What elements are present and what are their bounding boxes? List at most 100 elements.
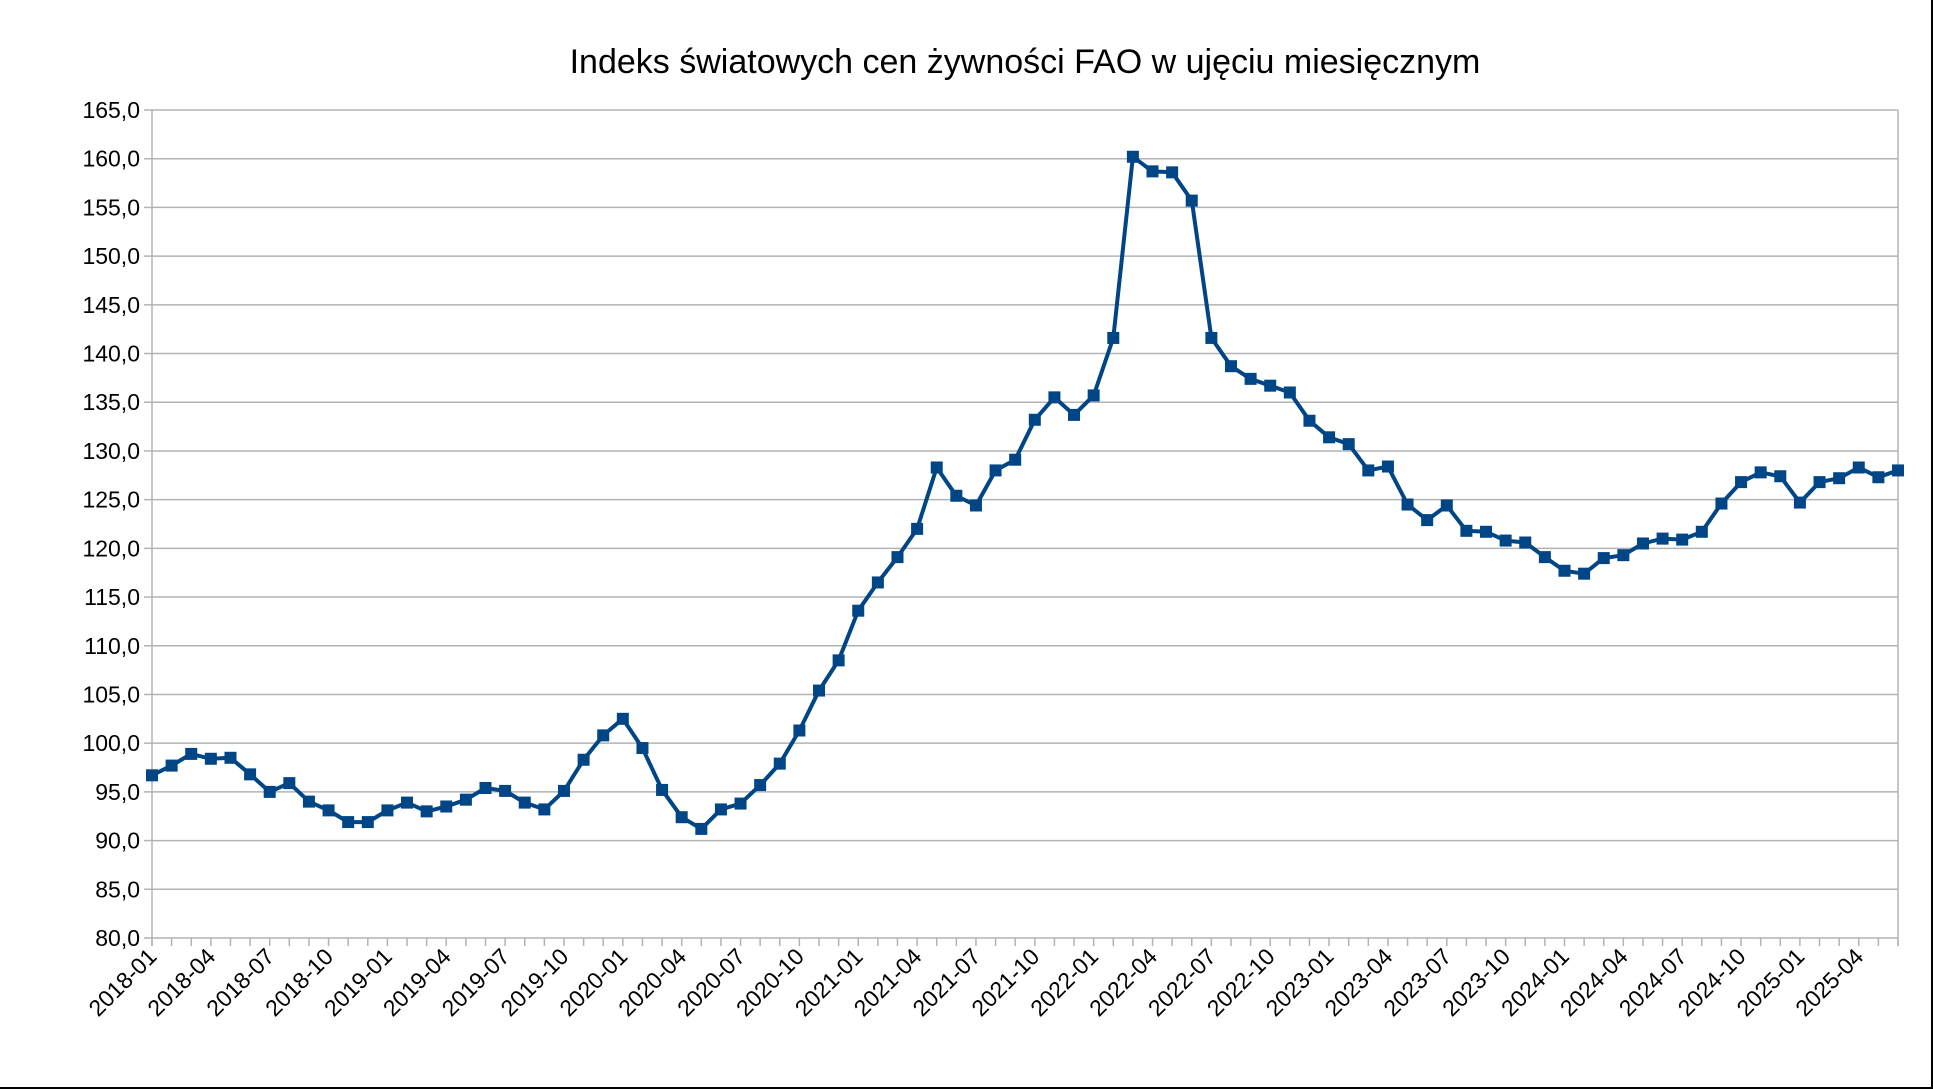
y-tick-label: 120,0: [82, 535, 140, 561]
data-point-marker: [1617, 549, 1630, 562]
data-point-marker: [636, 742, 649, 755]
y-tick-label: 100,0: [82, 730, 140, 756]
data-point-marker: [204, 752, 217, 765]
data-point-marker: [1342, 438, 1355, 451]
data-point-marker: [1362, 464, 1375, 477]
y-tick-label: 125,0: [82, 487, 140, 513]
data-point-marker: [224, 751, 237, 764]
data-point-marker: [1048, 391, 1061, 404]
data-point-marker: [1892, 464, 1904, 477]
y-tick-label: 130,0: [82, 438, 140, 464]
data-point-marker: [1715, 497, 1728, 510]
y-tick-label: 80,0: [95, 925, 140, 951]
data-point-marker: [695, 822, 708, 835]
data-point-marker: [146, 769, 158, 782]
data-point-marker: [381, 804, 394, 817]
data-point-marker: [1597, 552, 1610, 565]
data-point-marker: [1656, 532, 1669, 545]
y-tick-label: 85,0: [95, 876, 140, 902]
data-point-marker: [911, 522, 924, 535]
data-point-marker: [1303, 414, 1316, 427]
data-point-marker: [1205, 331, 1218, 344]
data-point-marker: [185, 747, 198, 760]
data-point-marker: [283, 777, 296, 790]
data-point-marker: [401, 796, 414, 809]
chart-title: Indeks światowych cen żywności FAO w uję…: [570, 43, 1481, 81]
data-point-marker: [1185, 194, 1198, 207]
data-point-marker: [1538, 551, 1551, 564]
y-tick-label: 115,0: [84, 584, 140, 610]
data-point-marker: [616, 712, 629, 725]
data-point-marker: [1009, 453, 1022, 466]
data-point-marker: [1578, 567, 1591, 580]
data-point-marker: [1126, 150, 1139, 163]
data-point-marker: [1872, 471, 1885, 484]
data-point-marker: [773, 757, 786, 770]
data-point-marker: [813, 684, 826, 697]
data-point-marker: [1323, 431, 1336, 444]
data-point-marker: [1676, 533, 1689, 546]
data-point-marker: [950, 489, 963, 502]
data-point-marker: [891, 551, 904, 564]
y-tick-label: 165,0: [82, 97, 140, 123]
gridlines: [152, 109, 1898, 939]
y-tick-label: 110,0: [84, 633, 140, 659]
data-point-marker: [1107, 331, 1120, 344]
data-point-marker: [1519, 536, 1532, 549]
data-point-marker: [1636, 537, 1649, 550]
data-point-marker: [499, 784, 512, 797]
data-point-marker: [1735, 476, 1748, 489]
data-point-marker: [1813, 476, 1826, 489]
y-tick-label: 135,0: [82, 389, 140, 415]
data-point-marker: [1793, 496, 1806, 509]
data-point-marker: [342, 816, 355, 829]
data-point-marker: [1264, 379, 1277, 392]
data-point-marker: [754, 779, 767, 792]
y-tick-label: 150,0: [82, 243, 140, 269]
series-line: [151, 154, 1899, 831]
data-point-marker: [969, 499, 982, 512]
y-tick-label: 145,0: [82, 292, 140, 318]
x-axis: 2018-012018-042018-072018-102019-012019-…: [83, 938, 1899, 1021]
data-point-marker: [1852, 461, 1865, 474]
data-point-marker: [1695, 525, 1708, 538]
y-axis: 80,0 85,0 90,0 95,0 100,0 105,0 110,0 115,0 120,…: [82, 97, 1899, 951]
y-tick-label: 90,0: [95, 828, 140, 854]
data-point-marker: [263, 785, 276, 798]
data-point-marker: [1166, 166, 1179, 179]
y-tick-label: 155,0: [82, 194, 140, 220]
data-point-marker: [597, 729, 610, 742]
data-point-marker: [557, 784, 570, 797]
data-point-marker: [1244, 372, 1257, 385]
data-point-marker: [1087, 389, 1100, 402]
data-point-marker: [577, 753, 590, 766]
y-tick-label: 140,0: [82, 341, 140, 367]
data-point-marker: [1028, 413, 1041, 426]
data-point-marker: [322, 804, 335, 817]
data-point-marker: [930, 461, 943, 474]
data-point-marker: [852, 604, 865, 617]
data-point-marker: [832, 654, 845, 667]
data-point-marker: [793, 724, 806, 737]
data-point-marker: [1754, 466, 1767, 479]
data-point-marker: [440, 800, 453, 813]
data-point-marker: [1480, 525, 1493, 538]
data-point-marker: [1421, 514, 1434, 527]
data-point-marker: [1460, 524, 1473, 537]
data-point-marker: [656, 783, 669, 796]
data-point-marker: [302, 795, 315, 808]
data-point-marker: [734, 797, 747, 810]
data-point-marker: [1401, 498, 1414, 511]
data-point-marker: [675, 811, 688, 824]
data-point-marker: [165, 759, 178, 772]
y-tick-label: 95,0: [95, 779, 140, 805]
data-point-marker: [1833, 472, 1846, 485]
data-point-marker: [989, 464, 1002, 477]
data-point-marker: [1558, 564, 1571, 577]
data-point-marker: [1499, 534, 1512, 547]
data-point-marker: [244, 768, 257, 781]
data-point-marker: [361, 816, 374, 829]
y-tick-label: 160,0: [82, 146, 140, 172]
data-point-marker: [1774, 470, 1787, 483]
